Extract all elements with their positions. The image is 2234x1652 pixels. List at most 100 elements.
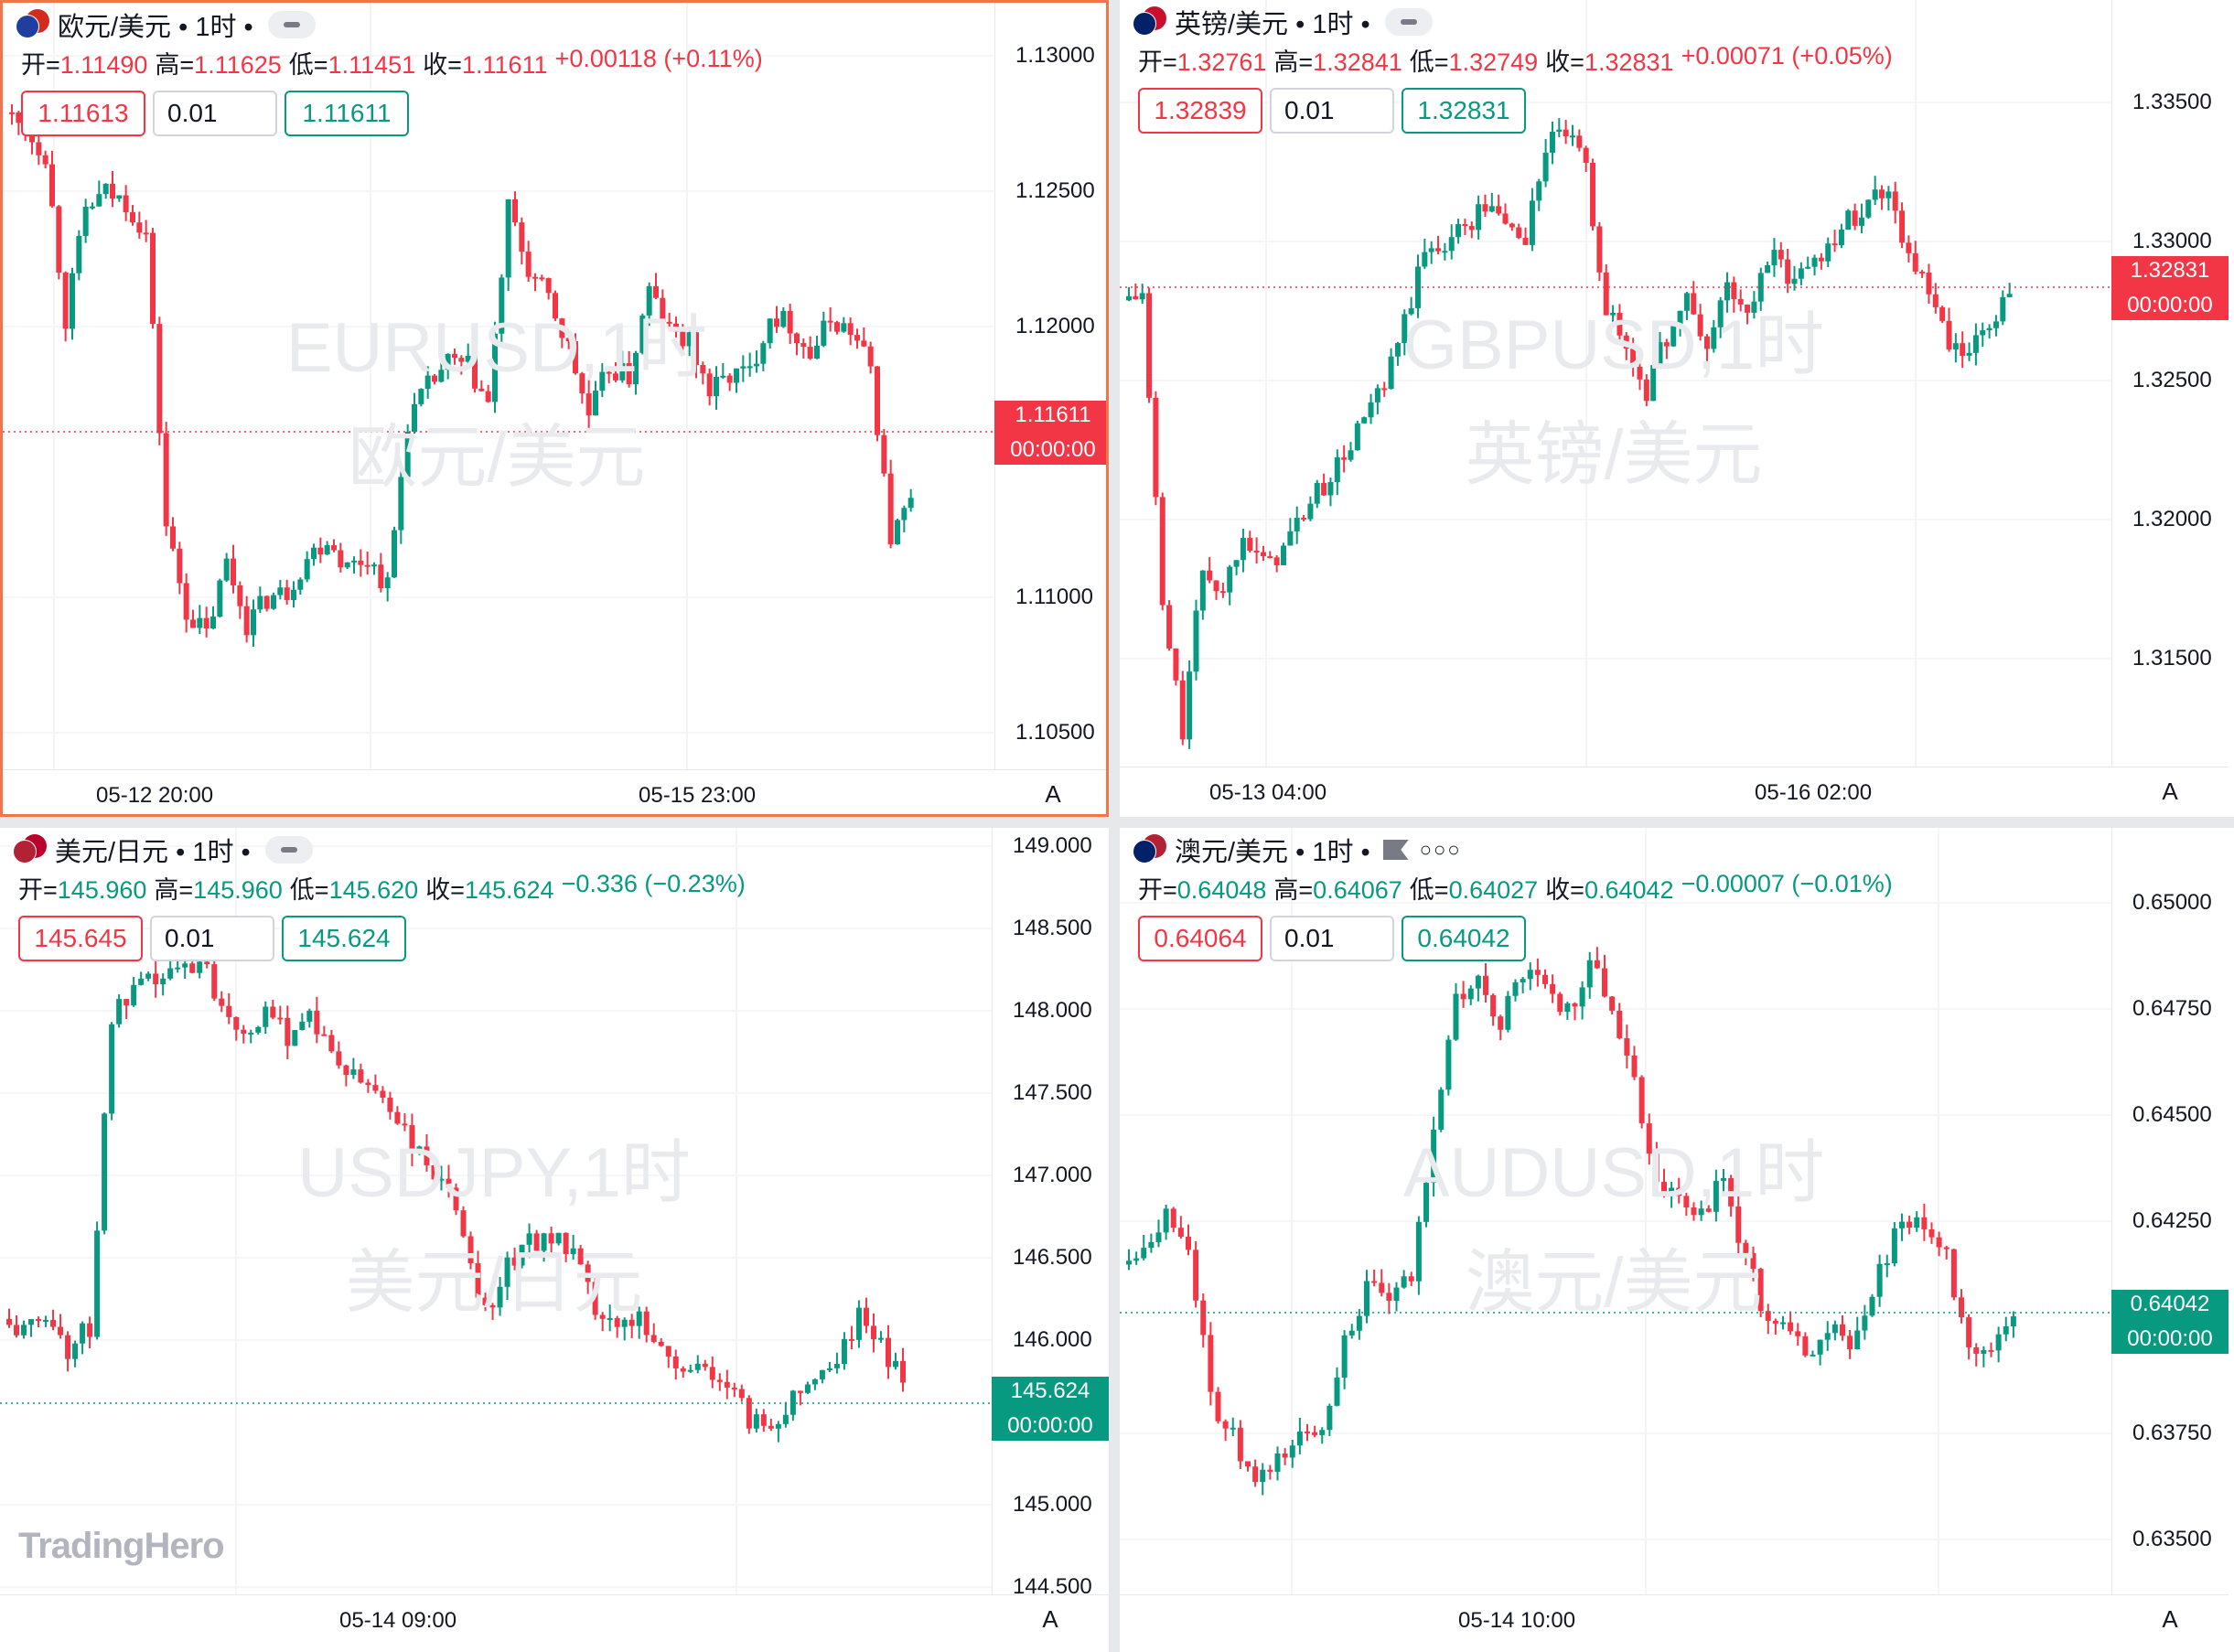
candle-body[interactable] — [378, 564, 384, 589]
chart-pane-audusd[interactable]: AUDUSD,1时 澳元/美元 澳元/美元 • 1时 • ○○○ 开=0.64048 高=… — [1120, 828, 2229, 1645]
candle-body[interactable] — [409, 1125, 415, 1153]
candle-body[interactable] — [1402, 314, 1408, 344]
candle-body[interactable] — [819, 1369, 825, 1379]
candle-body[interactable] — [1467, 988, 1474, 1000]
candle-body[interactable] — [753, 1414, 759, 1429]
candle-body[interactable] — [706, 373, 713, 397]
candle-body[interactable] — [1899, 210, 1906, 243]
candle-body[interactable] — [1550, 983, 1556, 994]
candle-body[interactable] — [1237, 1427, 1243, 1462]
candle-body[interactable] — [453, 1187, 459, 1211]
candle-body[interactable] — [2006, 294, 2013, 297]
candle-body[interactable] — [145, 973, 152, 979]
candle-body[interactable] — [901, 508, 908, 520]
candle-body[interactable] — [693, 332, 699, 366]
candle-body[interactable] — [1921, 1217, 1928, 1229]
candle-body[interactable] — [418, 389, 424, 404]
candle-body[interactable] — [895, 520, 900, 545]
candle-body[interactable] — [780, 310, 787, 327]
candle-body[interactable] — [1301, 518, 1307, 520]
candle-body[interactable] — [163, 433, 169, 527]
candle-body[interactable] — [1159, 497, 1165, 606]
candle-body[interactable] — [351, 560, 357, 563]
candle-body[interactable] — [1583, 147, 1589, 163]
candle-body[interactable] — [404, 432, 411, 477]
candle-body[interactable] — [478, 388, 485, 392]
auto-scale-button[interactable]: A — [2162, 777, 2178, 805]
candle-body[interactable] — [271, 595, 276, 609]
candle-body[interactable] — [412, 403, 417, 433]
candle-body[interactable] — [834, 322, 840, 332]
candle-body[interactable] — [1153, 397, 1159, 498]
candles-plot[interactable] — [1120, 0, 2111, 767]
candle-body[interactable] — [321, 1034, 328, 1036]
candle-body[interactable] — [1381, 388, 1388, 391]
candle-body[interactable] — [460, 1210, 467, 1237]
candle-body[interactable] — [875, 366, 880, 435]
candle-body[interactable] — [1227, 566, 1233, 593]
candle-body[interactable] — [58, 1326, 64, 1336]
candle-body[interactable] — [1356, 1315, 1362, 1331]
candle-body[interactable] — [1348, 1330, 1355, 1336]
candle-body[interactable] — [183, 583, 189, 620]
candle-body[interactable] — [800, 343, 807, 348]
candle-body[interactable] — [680, 331, 686, 347]
candle-body[interactable] — [1490, 994, 1497, 1017]
time-axis[interactable]: 05-14 10:00 — [1120, 1594, 2229, 1645]
candle-body[interactable] — [1368, 402, 1374, 418]
candle-body[interactable] — [1379, 1282, 1385, 1293]
candle-body[interactable] — [62, 272, 69, 329]
candle-body[interactable] — [1603, 272, 1609, 316]
buy-button[interactable]: 0.64042 — [1402, 916, 1526, 961]
candle-body[interactable] — [1892, 191, 1898, 211]
candle-body[interactable] — [570, 1248, 576, 1254]
candle-body[interactable] — [371, 564, 377, 567]
candle-body[interactable] — [1650, 365, 1657, 402]
candle-body[interactable] — [861, 340, 867, 347]
candle-body[interactable] — [1847, 1336, 1853, 1350]
candle-body[interactable] — [189, 963, 196, 973]
candle-body[interactable] — [1498, 1016, 1504, 1030]
candle-body[interactable] — [1912, 252, 1918, 272]
candle-body[interactable] — [804, 1384, 811, 1393]
candle-body[interactable] — [1133, 1258, 1140, 1261]
candle-body[interactable] — [720, 375, 726, 378]
candle-body[interactable] — [285, 1017, 291, 1046]
candle-body[interactable] — [445, 353, 451, 370]
candle-body[interactable] — [1348, 450, 1354, 460]
candle-body[interactable] — [251, 609, 256, 636]
candle-body[interactable] — [826, 1368, 832, 1370]
candle-body[interactable] — [1423, 1183, 1429, 1222]
candle-body[interactable] — [1906, 1221, 1913, 1228]
candle-body[interactable] — [1724, 282, 1731, 301]
candle-body[interactable] — [210, 617, 216, 629]
candle-body[interactable] — [559, 318, 565, 338]
candle-body[interactable] — [306, 1010, 313, 1022]
candle-body[interactable] — [1885, 191, 1892, 198]
candle-body[interactable] — [2010, 1316, 2016, 1326]
candle-body[interactable] — [190, 619, 196, 628]
candle-body[interactable] — [452, 353, 457, 359]
price-axis[interactable]: 1.13000 1.12500 1.12000 1.11000 1.10500 — [994, 3, 1106, 769]
candle-body[interactable] — [197, 961, 203, 973]
candle-body[interactable] — [1460, 993, 1466, 1000]
candle-body[interactable] — [563, 1232, 569, 1254]
candle-body[interactable] — [555, 1232, 562, 1244]
candle-body[interactable] — [482, 1297, 489, 1305]
candle-body[interactable] — [833, 1364, 840, 1368]
candle-body[interactable] — [489, 1304, 496, 1308]
candle-body[interactable] — [432, 375, 437, 382]
candle-body[interactable] — [1735, 1206, 1742, 1243]
candle-body[interactable] — [182, 963, 188, 968]
candle-body[interactable] — [827, 320, 833, 323]
candle-body[interactable] — [1141, 1248, 1147, 1259]
candle-body[interactable] — [1988, 1349, 1994, 1352]
candle-body[interactable] — [1193, 610, 1199, 672]
candle-body[interactable] — [1170, 1208, 1176, 1228]
candle-body[interactable] — [1371, 1281, 1378, 1283]
candle-body[interactable] — [593, 391, 598, 416]
candle-body[interactable] — [1624, 1037, 1630, 1056]
candle-body[interactable] — [606, 371, 612, 374]
candle-body[interactable] — [136, 222, 143, 233]
candle-body[interactable] — [1703, 336, 1710, 349]
